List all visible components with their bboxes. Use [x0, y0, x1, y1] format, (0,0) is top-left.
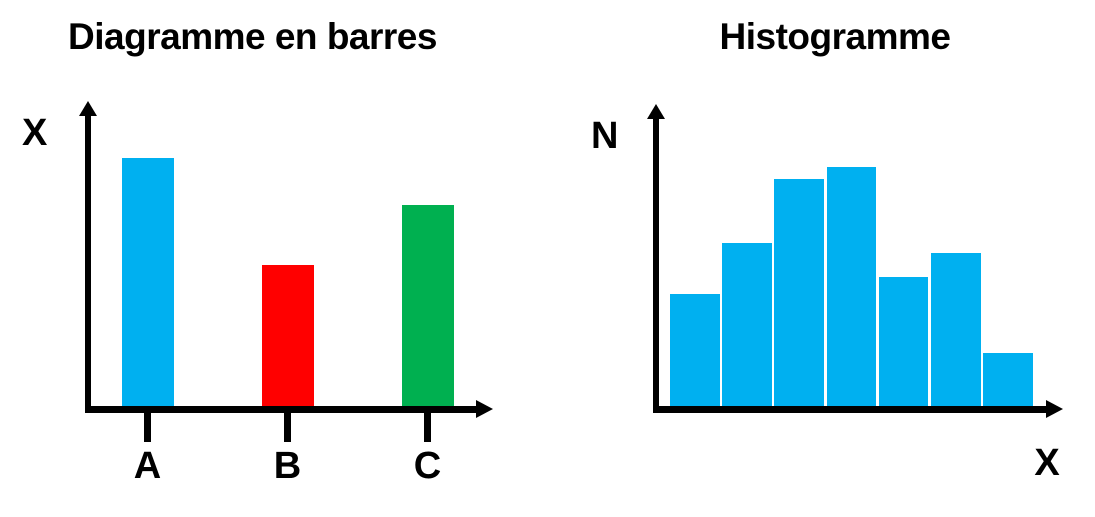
bar-b: [261, 265, 314, 406]
category-label-b: B: [273, 445, 302, 487]
x-axis-tick: [424, 406, 431, 442]
histogram-bin-5: [878, 277, 929, 406]
histogram-bin-6: [931, 253, 981, 406]
histogram-bin-4: [826, 167, 877, 406]
histogram-bin-3: [774, 179, 824, 406]
histogram-bin-7: [983, 353, 1033, 406]
bar-chart-x-axis: [85, 406, 477, 413]
bar-chart-y-axis: [85, 112, 91, 413]
histogram-y-axis-arrow-icon: [647, 104, 665, 119]
histogram-y-axis-label: N: [591, 115, 619, 157]
histogram-bin-2: [722, 243, 772, 406]
x-axis-tick: [144, 406, 151, 442]
histogram-x-axis-arrow-icon: [1046, 400, 1063, 418]
bar-chart-y-axis-arrow-icon: [79, 101, 97, 116]
category-label-a: A: [133, 445, 162, 487]
bar-chart-title: Diagramme en barres: [68, 16, 437, 57]
histogram-title: Histogramme: [719, 16, 951, 57]
bar-chart-x-axis-arrow-icon: [476, 400, 493, 418]
histogram-y-axis: [653, 115, 659, 413]
x-axis-tick: [284, 406, 291, 442]
histogram-x-axis: [653, 406, 1047, 413]
histogram-x-axis-label: X: [1034, 442, 1060, 484]
histogram-bin-1: [670, 294, 720, 406]
bar-a: [121, 158, 174, 406]
category-label-c: C: [413, 445, 442, 487]
bar-chart-y-axis-label: X: [22, 112, 48, 154]
bar-c: [401, 205, 454, 406]
